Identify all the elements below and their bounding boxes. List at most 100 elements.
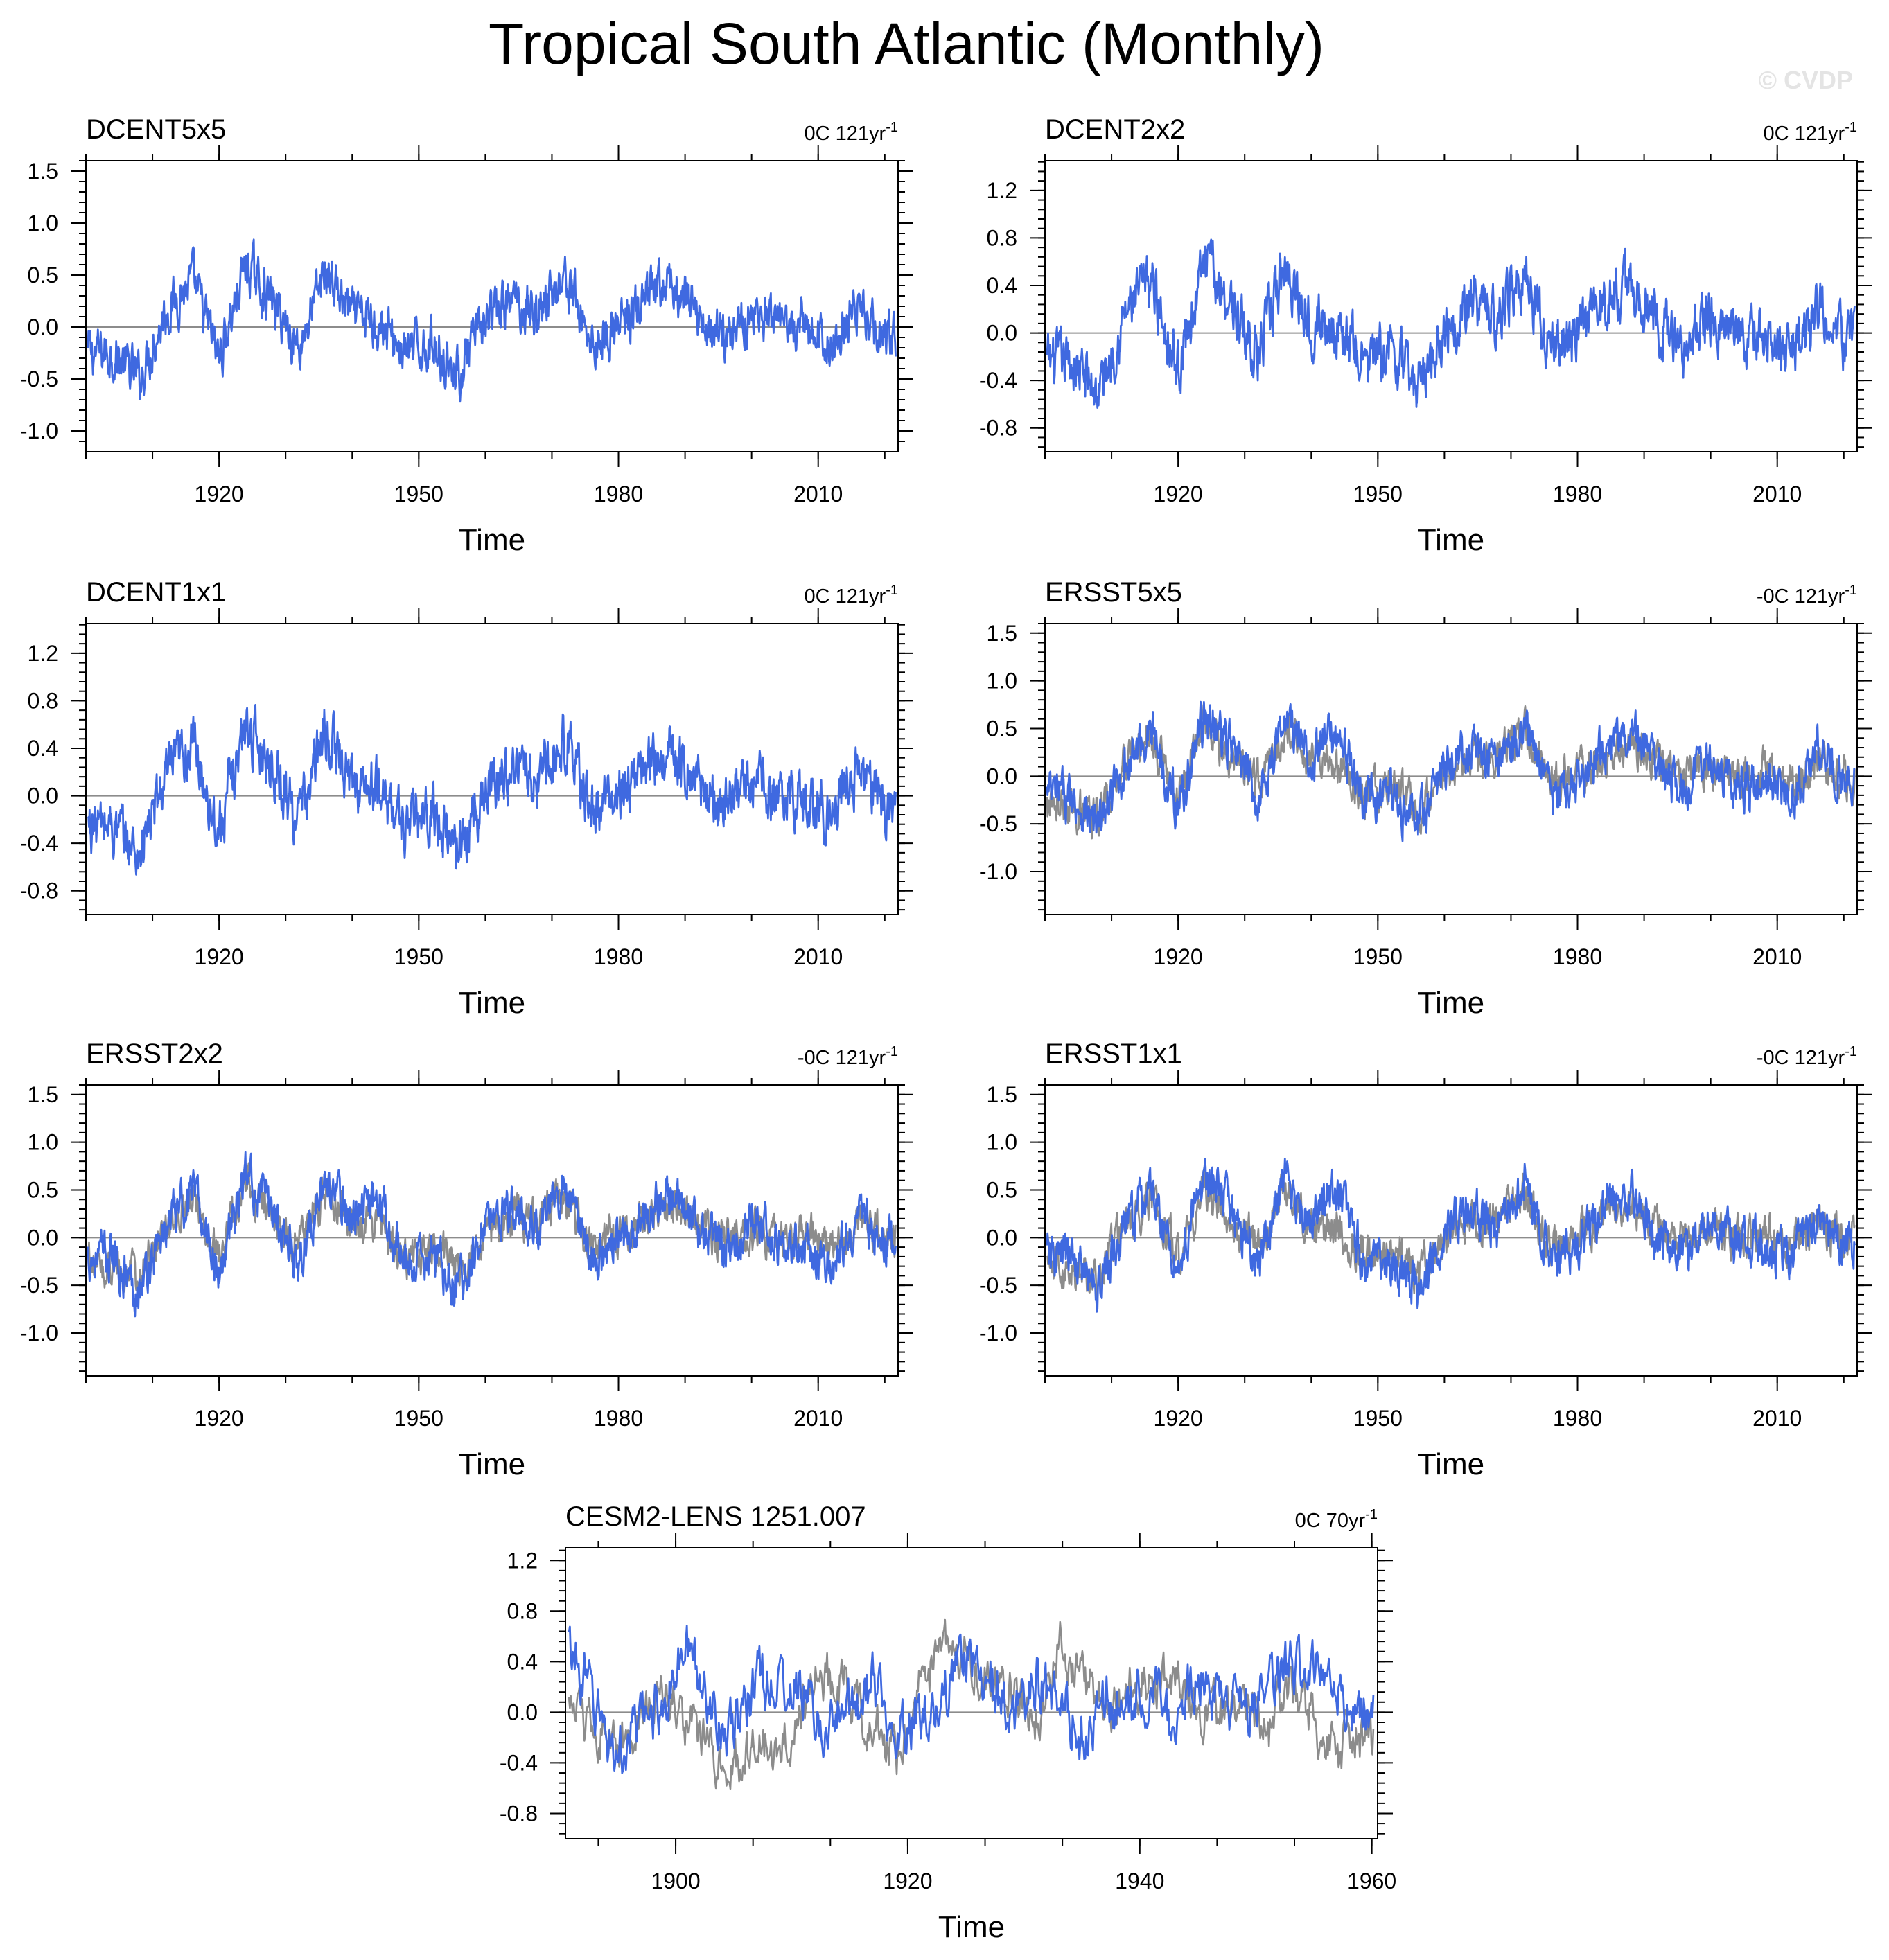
model-series-line [87,1151,897,1318]
panel-title: DCENT2x2 [1045,114,1185,145]
x-tick-label: 1900 [651,1869,700,1893]
y-tick-label: 1.2 [987,178,1017,203]
model-series-line [568,1624,1375,1774]
y-tick-label: 0.0 [987,763,1017,788]
y-tick-label: 0.0 [987,321,1017,346]
x-tick-label: 2010 [793,482,843,506]
panel-title: CESM2-LENS 1251.007 [565,1501,866,1532]
plot-frame [85,1084,899,1377]
x-tick-label: 2010 [1752,1406,1802,1431]
x-tick-label: 1920 [1154,944,1203,969]
y-tick-label: -0.5 [979,811,1017,836]
x-tick-label: 1980 [1553,944,1602,969]
x-tick-label: 1950 [1353,1406,1403,1431]
watermark: © CVDP [1758,66,1853,94]
panel-title: ERSST2x2 [86,1039,223,1069]
y-tick-label: -0.8 [20,879,58,903]
x-tick-label: 1950 [1353,482,1403,506]
x-tick-label: 1920 [195,1406,244,1431]
x-tick-label: 1920 [1154,482,1203,506]
x-axis-label: Time [459,1447,525,1481]
y-tick-label: 0.0 [987,1225,1017,1250]
y-tick-label: 0.0 [28,315,58,339]
y-tick-label: -1.0 [20,1321,58,1345]
y-tick-label: 1.2 [507,1548,538,1573]
trend-label: -0C 121yr-1 [798,1044,898,1069]
trend-label: -0C 121yr-1 [1757,583,1857,608]
y-tick-label: 0.0 [28,1225,58,1250]
x-tick-label: 1920 [195,944,244,969]
y-tick-label: 0.4 [28,736,58,761]
x-tick-label: 1980 [594,1406,643,1431]
model-series-line [87,238,897,403]
y-tick-label: 1.0 [987,669,1017,694]
x-tick-label: 1980 [1553,482,1602,506]
x-tick-label: 2010 [1752,944,1802,969]
y-tick-label: -1.0 [20,418,58,443]
y-tick-label: 0.5 [28,263,58,288]
y-tick-label: 0.0 [28,784,58,809]
x-tick-label: 1950 [394,482,443,506]
plot-frame [1044,1084,1858,1377]
x-axis-label: Time [1418,523,1484,557]
y-tick-label: 0.5 [28,1177,58,1202]
y-tick-label: 0.5 [987,1177,1017,1202]
x-axis-label: Time [459,986,525,1020]
y-tick-label: 1.5 [28,159,58,184]
y-tick-label: 0.0 [507,1699,538,1724]
y-tick-label: 1.5 [28,1082,58,1107]
x-tick-label: 1940 [1115,1869,1164,1893]
panel-7: CESM2-LENS 1251.007 0C 70yr-1 -0.8 -0.4 0.0 0… [500,1501,1396,1944]
y-tick-label: -0.4 [979,368,1017,393]
plot-frame [1044,160,1858,452]
x-tick-label: 1960 [1347,1869,1396,1893]
x-tick-label: 1920 [1154,1406,1203,1431]
x-tick-label: 1920 [195,482,244,506]
panel-2: DCENT2x2 0C 121yr-1 -0.8 -0.4 0.0 0.4 0.8 1.2 19… [979,114,1872,557]
y-tick-label: -0.5 [20,1273,58,1298]
x-axis-label: Time [938,1910,1005,1944]
y-tick-label: 1.0 [28,1130,58,1155]
panel-5: ERSST2x2 -0C 121yr-1 -1.0 -0.5 0.0 0.5 1.0 1.5 1… [20,1039,913,1481]
x-tick-label: 1950 [394,944,443,969]
x-axis-label: Time [1418,1447,1484,1481]
y-tick-label: 1.0 [28,211,58,236]
model-series-line [1046,700,1856,842]
x-tick-label: 1980 [594,482,643,506]
panel-3: DCENT1x1 0C 121yr-1 -0.8 -0.4 0.0 0.4 0.8 1.2 19… [20,577,913,1020]
y-tick-label: 0.8 [28,688,58,713]
panel-title: ERSST5x5 [1045,577,1182,608]
y-tick-label: -0.5 [20,367,58,391]
x-tick-label: 2010 [1752,482,1802,506]
y-tick-label: -1.0 [979,1321,1017,1345]
y-tick-label: -0.8 [979,416,1017,441]
x-tick-label: 1920 [883,1869,932,1893]
model-series-line [1046,1157,1856,1313]
x-tick-label: 2010 [793,944,843,969]
panel-title: DCENT1x1 [86,577,226,608]
y-tick-label: 1.2 [28,641,58,666]
trend-label: 0C 121yr-1 [1764,120,1857,145]
y-tick-label: 0.5 [987,716,1017,741]
y-tick-label: 0.4 [507,1649,538,1674]
y-tick-label: -0.4 [20,831,58,856]
trend-label: 0C 121yr-1 [805,583,898,608]
x-tick-label: 2010 [793,1406,843,1431]
y-tick-label: 1.0 [987,1130,1017,1155]
x-tick-label: 1950 [394,1406,443,1431]
trend-label: 0C 121yr-1 [805,120,898,145]
panel-title: DCENT5x5 [86,114,226,145]
y-tick-label: -0.8 [500,1801,538,1826]
y-tick-label: 1.5 [987,621,1017,646]
model-series-line [1046,238,1856,409]
trend-label: -0C 121yr-1 [1757,1044,1857,1069]
x-axis-label: Time [459,523,525,557]
y-tick-label: 0.4 [987,273,1017,298]
panel-1: DCENT5x5 0C 121yr-1 -1.0 -0.5 0.0 0.5 1.0 1.5 19… [20,114,913,557]
trend-label: 0C 70yr-1 [1295,1507,1378,1532]
model-series-line [87,704,897,876]
x-tick-label: 1980 [594,944,643,969]
plot-frame [1044,623,1858,915]
panel-title: ERSST1x1 [1045,1039,1182,1069]
